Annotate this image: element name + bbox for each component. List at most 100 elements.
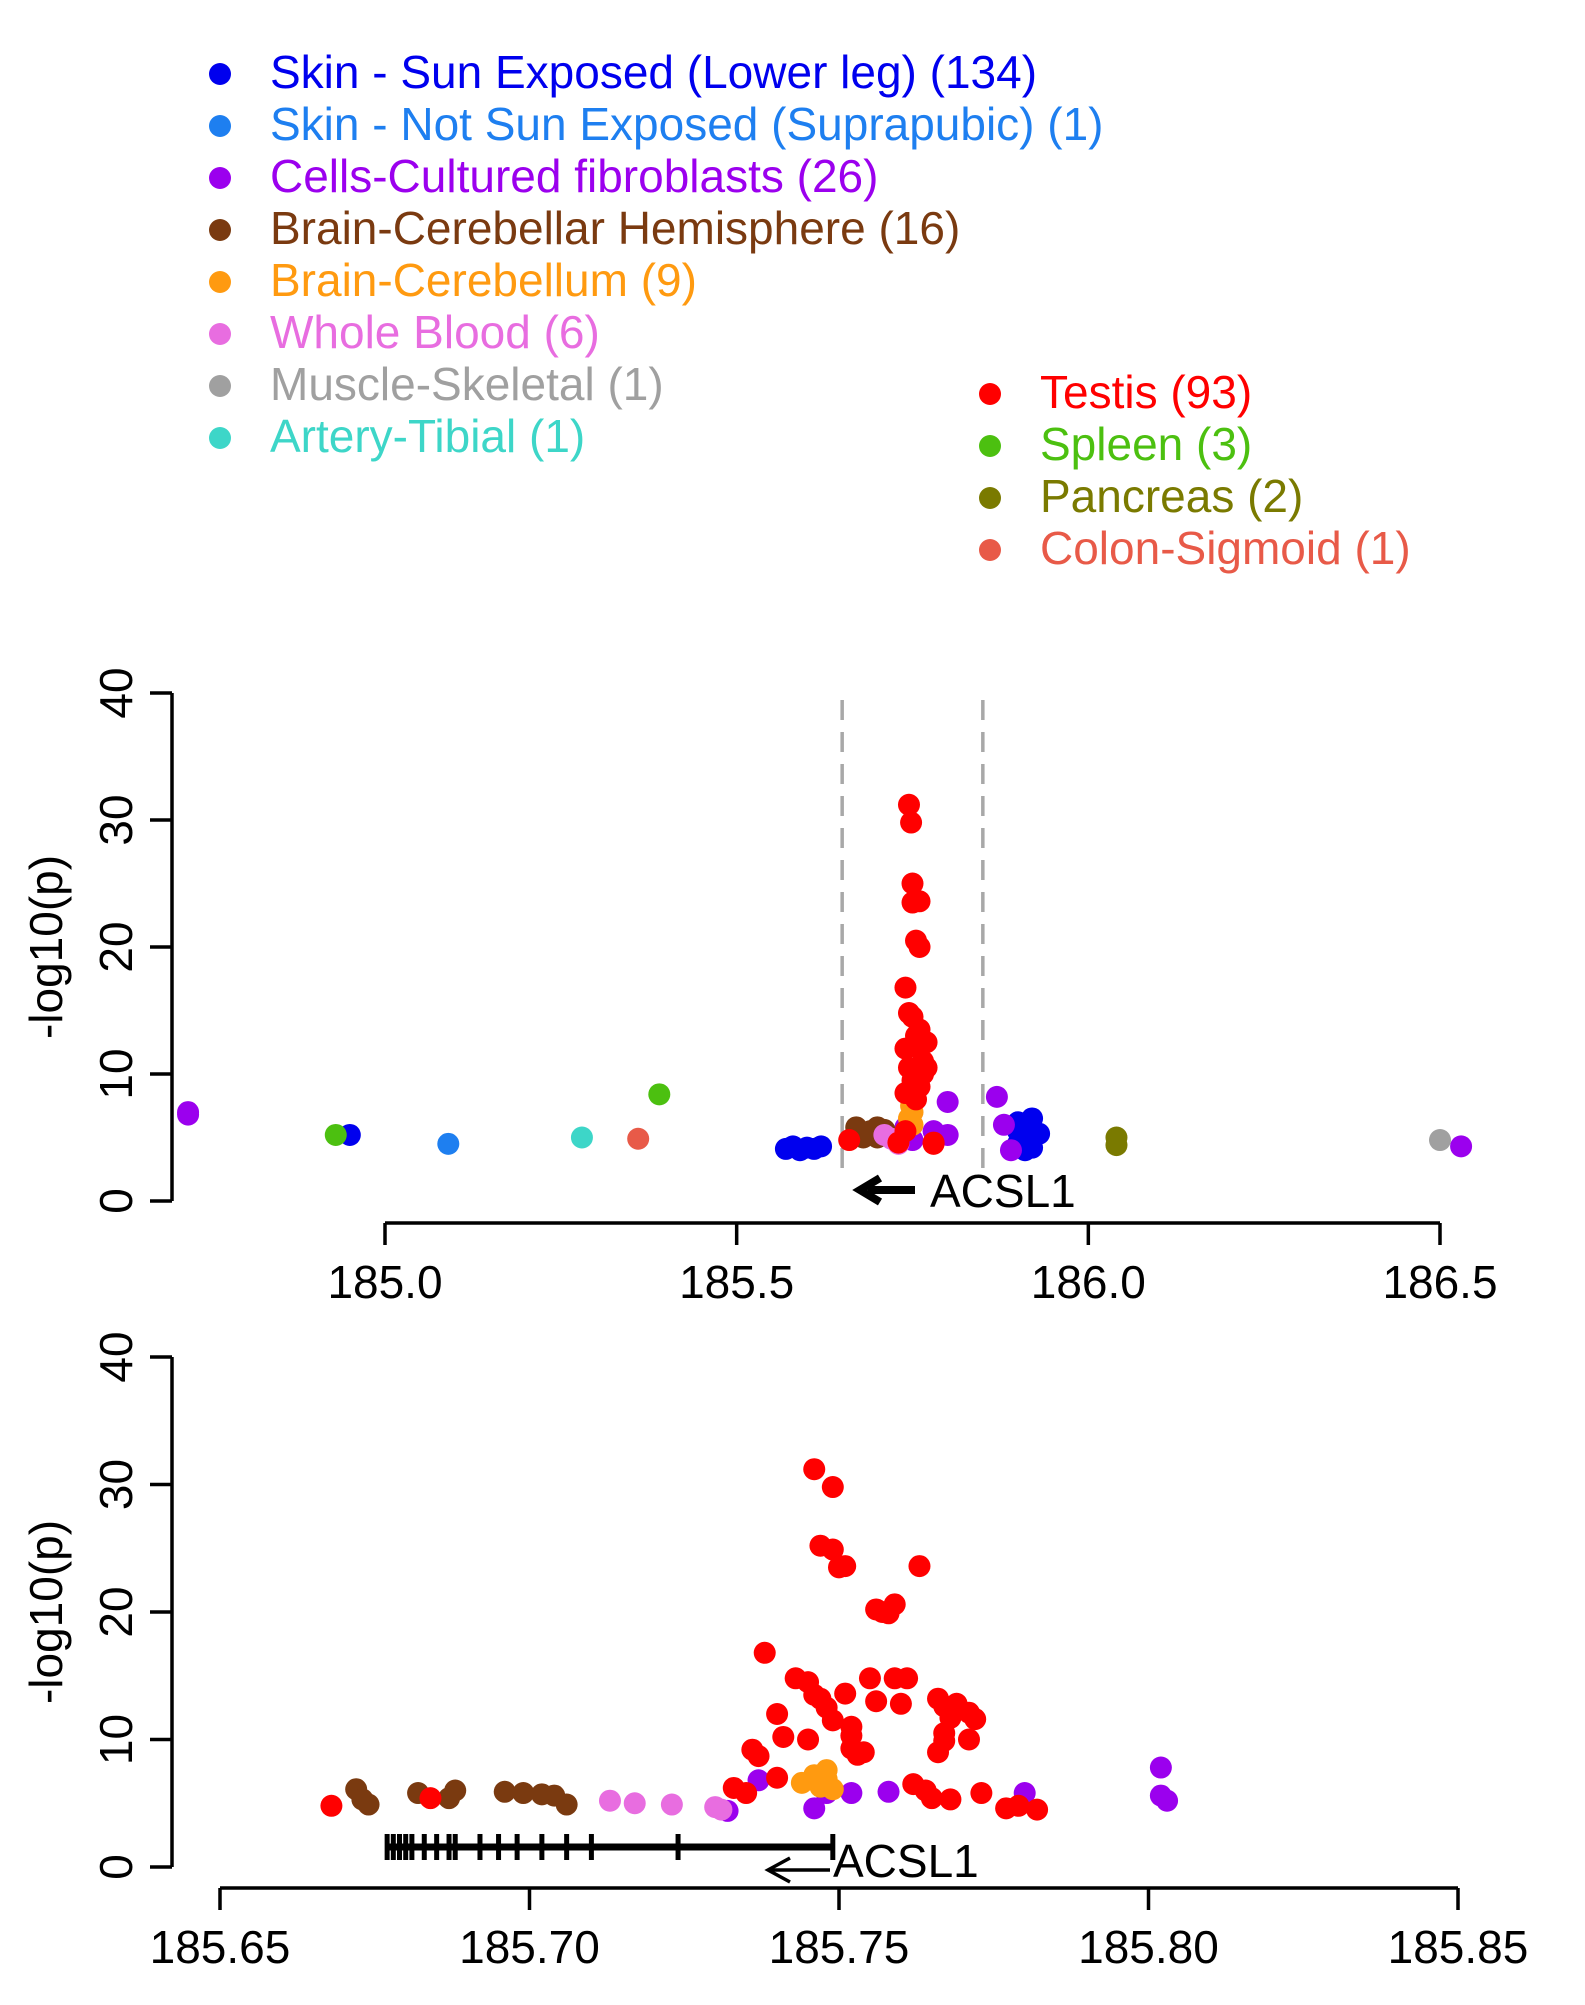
x-tick-label: 185.5 [679,1256,794,1308]
data-point [570,1126,593,1149]
legend-label: Whole Blood (6) [270,306,600,358]
data-point [897,793,920,816]
data-point [1028,1122,1051,1145]
data-point [437,1132,460,1155]
data-point [939,1788,962,1811]
legend-label: Pancreas (2) [1040,470,1303,522]
x-tick-label: 185.75 [769,1921,910,1973]
data-point [908,890,931,913]
data-point [877,1780,900,1803]
data-point [1105,1134,1128,1157]
data-point [821,1538,844,1561]
gene-arrowhead [764,1856,791,1884]
data-point [840,1782,863,1805]
y-tick-label: 0 [90,1188,142,1214]
x-tick-label: 185.65 [150,1921,291,1973]
data-point [999,1139,1022,1162]
legend-label: Brain-Cerebellar Hemisphere (16) [270,202,960,254]
y-tick-label: 40 [90,1331,142,1382]
data-point [1149,1756,1172,1779]
data-point [1026,1798,1049,1821]
bottom-panel: 0 10 20 30 40 -log10(p) 185.65 185.70 185.75 185.… [20,1331,1528,1973]
data-point [623,1792,646,1815]
legend-label: Skin - Not Sun Exposed (Suprapubic) (1) [270,98,1104,150]
data-point [815,1768,838,1791]
legend-marker [209,115,231,137]
data-point [735,1782,758,1805]
gene-arrowhead [852,1174,883,1206]
legend-marker [209,63,231,85]
data-point [834,1682,857,1705]
y-tick-label: 10 [90,1714,142,1765]
data-point [834,1555,857,1578]
data-point [741,1738,764,1761]
legend: Skin - Sun Exposed (Lower leg) (134)Skin… [209,46,1411,574]
data-point [936,1090,959,1113]
data-point [493,1780,516,1803]
data-point [905,1088,928,1111]
legend-marker [209,167,231,189]
data-point [648,1083,671,1106]
legend-marker [979,383,1001,405]
x-tick-label: 186.0 [1031,1256,1146,1308]
data-point [320,1794,343,1817]
y-axis-label: -log10(p) [20,1520,72,1704]
legend-marker [979,487,1001,509]
x-tick-label: 185.70 [459,1921,600,1973]
data-point [883,1593,906,1616]
data-point [985,1085,1008,1108]
data-point [444,1779,467,1802]
legend-label: Skin - Sun Exposed (Lower leg) (134) [270,46,1037,98]
data-point [908,936,931,958]
data-point [555,1793,578,1816]
x-tick-label: 185.0 [327,1256,442,1308]
y-tick-label: 40 [90,667,142,718]
data-point [1429,1129,1451,1152]
data-point [915,1031,938,1054]
legend-label: Muscle-Skeletal (1) [270,358,664,410]
data-point [964,1708,987,1731]
data-point [865,1690,888,1713]
data-point [927,1741,950,1764]
data-point [915,1056,938,1079]
legend-label: Artery-Tibial (1) [270,410,585,462]
legend-marker [209,219,231,241]
top-panel: 0 10 20 30 40 -log10(p) 185.0 185.5 186.0 186.5 AC… [20,667,1498,1308]
y-tick-label: 20 [90,921,142,972]
legend-label: Testis (93) [1040,366,1252,418]
data-point [803,1797,826,1820]
legend-marker [209,427,231,449]
y-tick-label: 30 [90,1459,142,1510]
data-point [957,1728,980,1751]
data-point [992,1113,1015,1136]
data-point [838,1129,861,1152]
data-point [810,1135,833,1158]
y-tick-label: 20 [90,1586,142,1637]
data-point [324,1123,347,1146]
y-tick-label: 30 [90,794,142,845]
legend-label: Spleen (3) [1040,418,1252,470]
data-point [512,1782,535,1805]
data-point [894,1120,917,1143]
data-point [766,1766,789,1789]
data-point [900,811,923,834]
data-point [1450,1135,1473,1158]
data-point [753,1641,776,1664]
legend-marker [209,271,231,293]
data-point [901,872,924,895]
data-point [772,1725,795,1748]
data-point [660,1793,683,1816]
data-point [821,1709,844,1732]
data-point [797,1728,820,1751]
y-tick-label: 10 [90,1048,142,1099]
data-point [1149,1784,1172,1807]
gene-label: ACSL1 [930,1165,1076,1217]
data-point [852,1741,875,1764]
data-point [177,1103,200,1126]
data-point [896,1667,919,1690]
data-point [908,1555,931,1578]
data-point [894,976,917,999]
data-point [922,1131,945,1154]
data-point [858,1667,881,1690]
